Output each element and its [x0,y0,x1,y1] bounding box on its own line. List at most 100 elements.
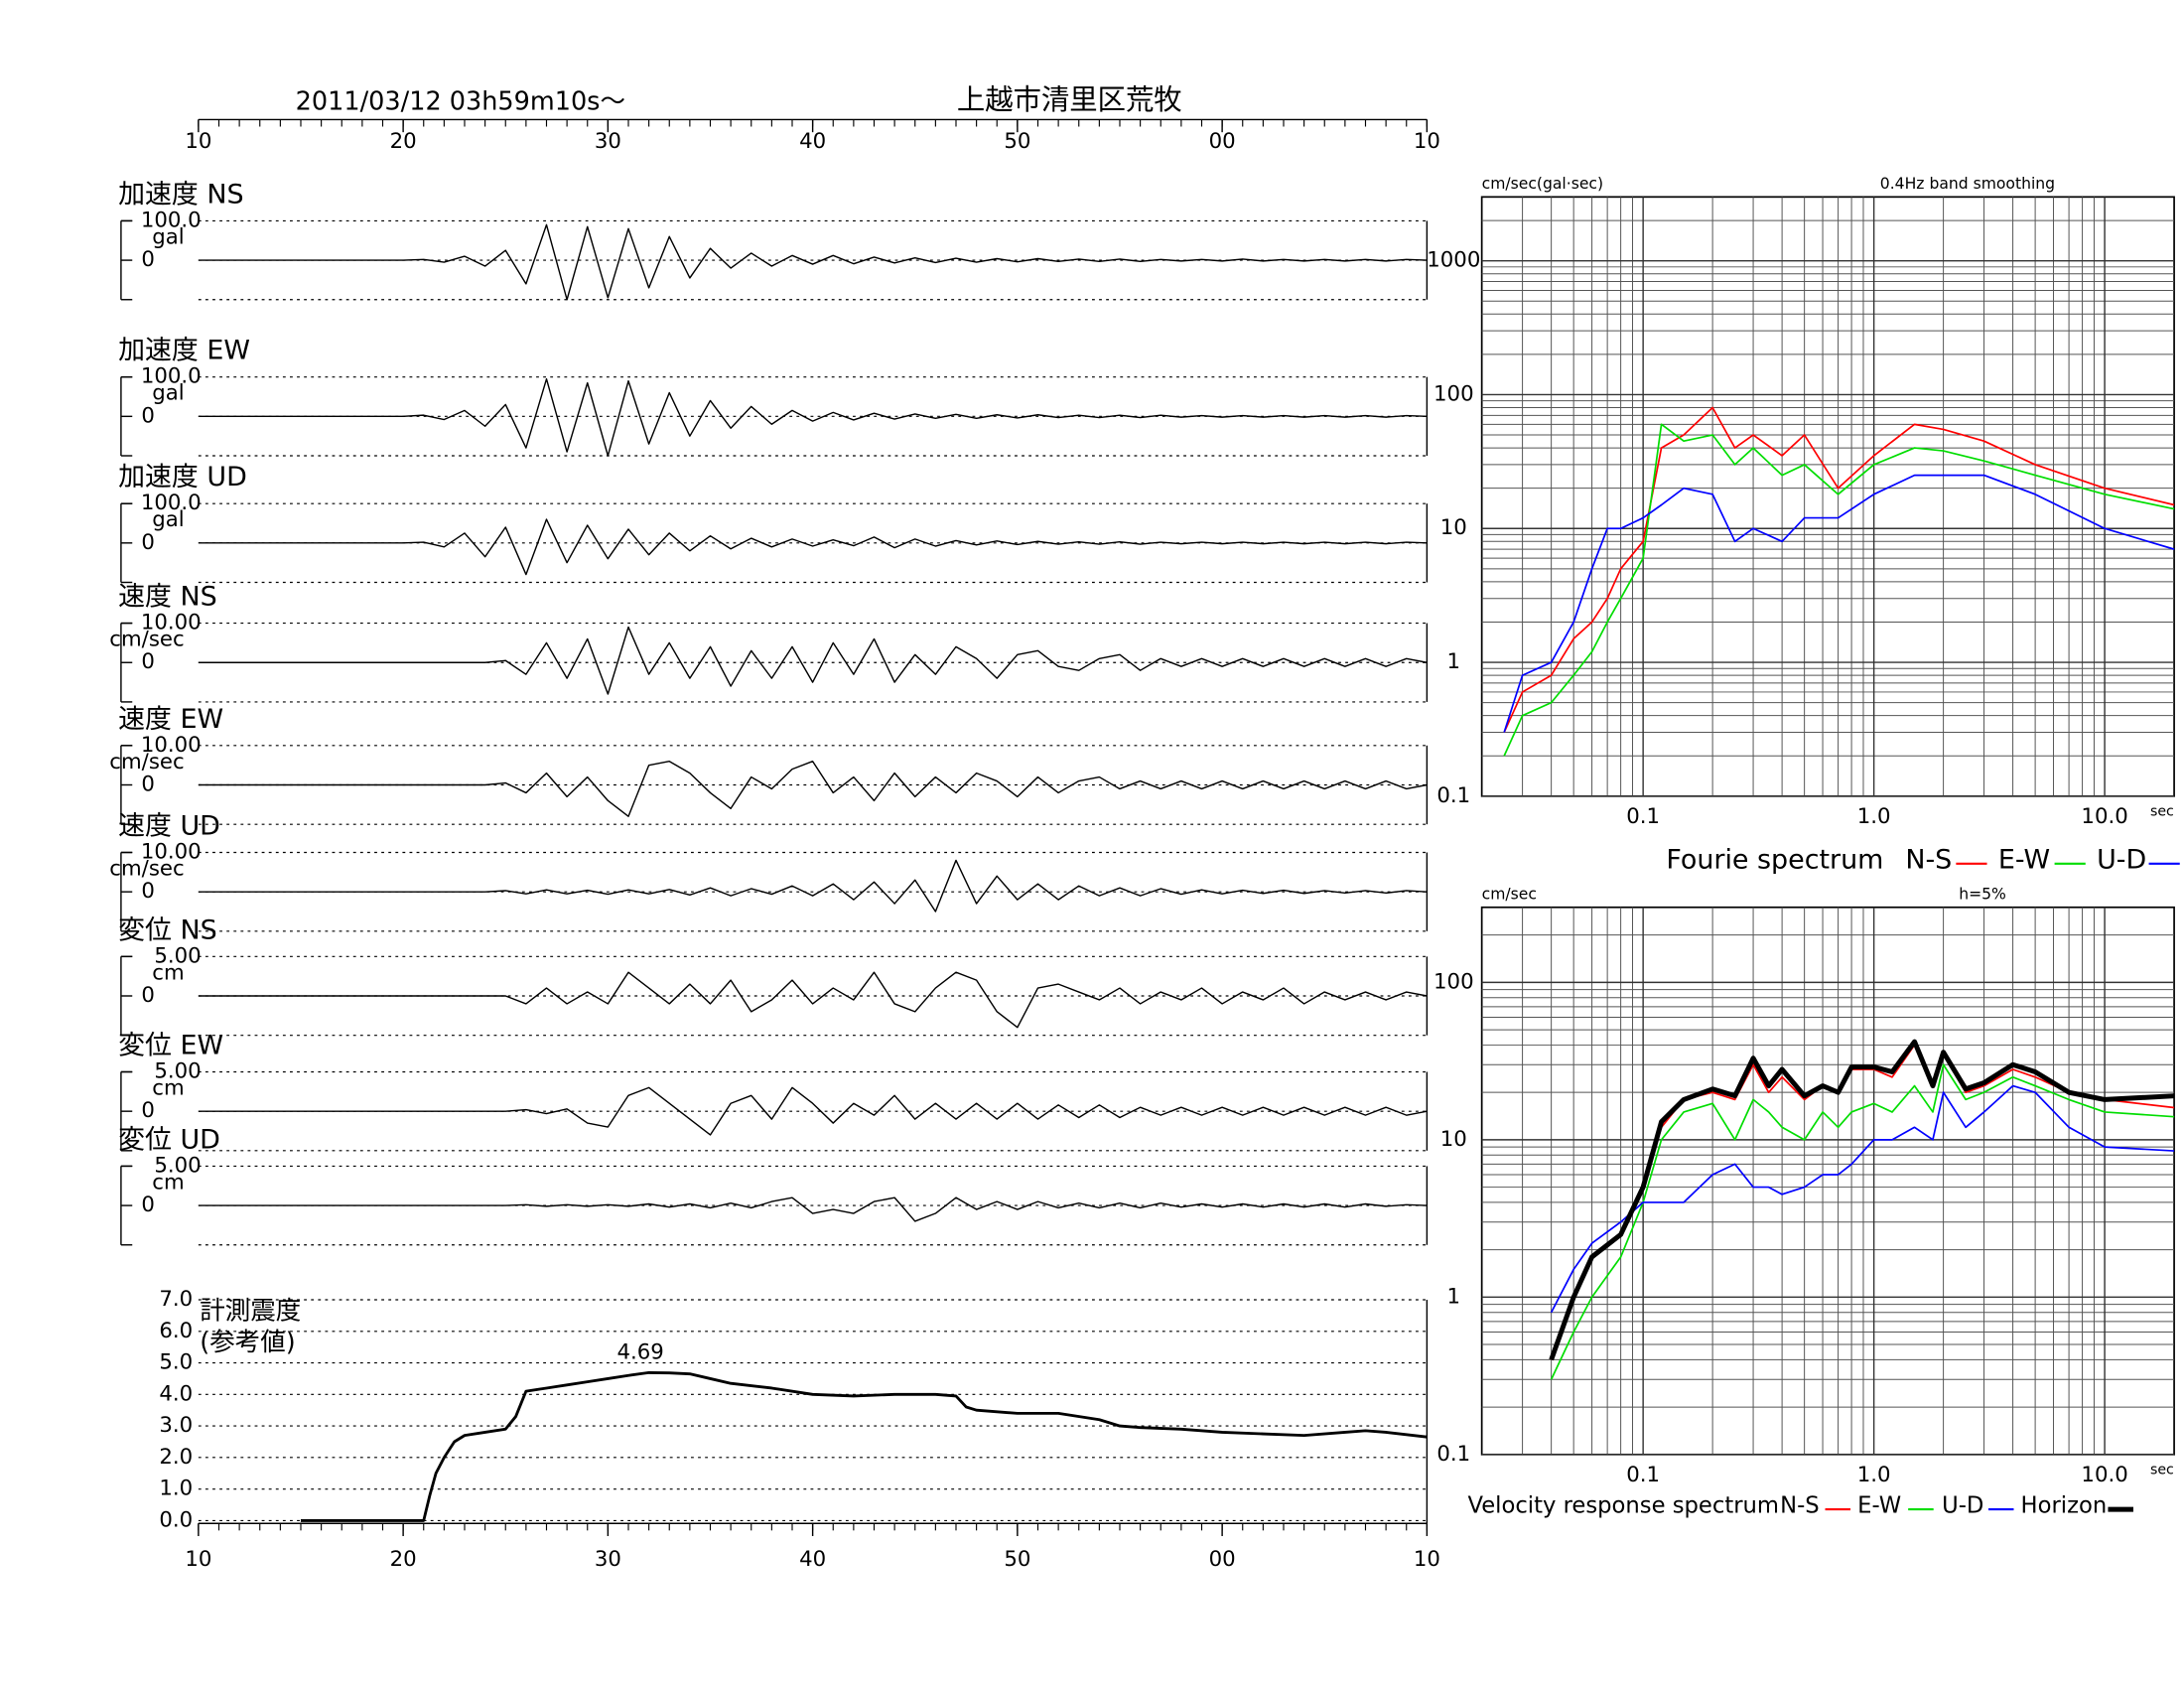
legend-label: Horizon [2021,1493,2108,1519]
trace-tick-label: 5.00 [154,943,201,968]
trace-tick-label: 0 [141,1193,155,1217]
plot-note: h=5% [1959,886,2006,904]
waveform-trace [198,518,1428,576]
y-tick-label: 7.0 [159,1287,193,1312]
y-tick-label: 0.0 [159,1507,193,1532]
trace-title: 速度 UD [118,811,220,842]
y-tick-label: 1 [1447,649,1461,674]
trace-unit: cm [152,1170,184,1195]
trace-unit: cm [152,1076,184,1101]
time-tick-label: 40 [799,129,826,154]
time-tick-label: 30 [595,1547,621,1572]
trace-unit: gal [152,381,184,406]
trace-tick-label: 10.00 [141,611,202,635]
y-tick-label: 1.0 [159,1477,193,1501]
trace-tick-label: 0 [141,530,155,555]
waveform-trace [198,971,1428,1029]
x-tick-label: 10.0 [2081,804,2127,829]
time-tick-label: 10 [1414,1547,1440,1572]
station-name: 上越市清里区荒牧 [957,83,1182,116]
trace-tick-label: 0 [141,879,155,904]
chart-subtitle: (参考値) [200,1328,295,1357]
x-tick-label: 0.1 [1626,1463,1660,1487]
record-datetime: 2011/03/12 03h59m10s～ [296,86,625,116]
y-tick-label: 4.0 [159,1381,193,1406]
legend-label: E-W [1857,1493,1901,1519]
trace-title: 加速度 NS [118,179,244,210]
y-tick-label: 10 [1440,1127,1467,1152]
y-tick-label: 1000 [1427,248,1480,273]
spectrum-line [1550,1084,2175,1314]
waveform-trace [198,859,1428,913]
waveform-trace [198,626,1428,695]
y-tick-label: 0.1 [1436,783,1470,808]
waveform-trace [198,377,1428,457]
trace-title: 加速度 EW [118,336,250,366]
trace-tick-label: 0 [141,403,155,428]
x-tick-label: 1.0 [1857,1463,1891,1487]
time-tick-label: 00 [1209,129,1236,154]
trace-unit: gal [152,507,184,532]
time-tick-label: 10 [1414,129,1440,154]
waveform-trace [198,1196,1428,1222]
y-tick-label: 100 [1433,969,1474,994]
trace-unit: gal [152,224,184,249]
legend-label: N-S [1905,845,1952,876]
trace-tick-label: 100.0 [141,364,202,389]
spectrum-line [1503,423,2175,757]
trace-tick-label: 0 [141,649,155,674]
trace-tick-label: 0 [141,1098,155,1123]
x-axis-label: sec [2150,803,2174,819]
trace-unit: cm/sec [109,750,184,774]
time-tick-label: 50 [1004,129,1030,154]
y-tick-label: 10 [1440,515,1467,540]
time-tick-label: 20 [390,129,417,154]
x-tick-label: 1.0 [1857,804,1891,829]
waveform-trace [198,223,1428,301]
y-tick-label: 2.0 [159,1445,193,1470]
trace-title: 変位 UD [118,1124,220,1155]
x-axis-label: sec [2150,1462,2174,1477]
trace-tick-label: 5.00 [154,1059,201,1084]
trace-tick-label: 10.00 [141,840,202,865]
trace-tick-label: 100.0 [141,208,202,232]
trace-title: 変位 NS [118,914,217,945]
time-tick-label: 50 [1004,1547,1030,1572]
legend-title: Fourie spectrum [1666,845,1883,876]
y-tick-label: 6.0 [159,1319,193,1343]
trace-tick-label: 0 [141,773,155,797]
intensity-line [300,1370,1428,1522]
trace-title: 速度 EW [118,704,223,735]
time-tick-label: 10 [185,129,211,154]
y-tick-label: 3.0 [159,1413,193,1438]
y-tick-label: 100 [1433,381,1474,406]
y-tick-label: 0.1 [1436,1442,1470,1467]
trace-tick-label: 5.00 [154,1153,201,1178]
waveform-trace [198,760,1428,817]
y-axis-label: cm/sec(gal·sec) [1482,175,1603,193]
trace-title: 速度 NS [118,582,217,613]
trace-tick-label: 0 [141,247,155,272]
time-tick-label: 20 [390,1547,417,1572]
legend-label: N-S [1780,1493,1820,1519]
spectrum-line [1550,1063,2175,1380]
trace-tick-label: 0 [141,983,155,1008]
time-tick-label: 40 [799,1547,826,1572]
y-tick-label: 1 [1447,1284,1461,1309]
chart-title: 計測震度 [200,1297,301,1327]
y-axis-label: cm/sec [1482,886,1537,904]
legend-title: Velocity response spectrum [1467,1493,1779,1519]
trace-title: 変位 EW [118,1031,223,1061]
legend-label: U-D [2097,845,2146,876]
spectrum-line [1503,474,2175,733]
x-tick-label: 0.1 [1626,804,1660,829]
spectrum-line [1549,1039,2175,1361]
trace-tick-label: 10.00 [141,733,202,758]
x-tick-label: 10.0 [2081,1463,2127,1487]
time-tick-label: 00 [1209,1547,1236,1572]
trace-unit: cm/sec [109,628,184,652]
plot-note: 0.4Hz band smoothing [1880,175,2055,193]
